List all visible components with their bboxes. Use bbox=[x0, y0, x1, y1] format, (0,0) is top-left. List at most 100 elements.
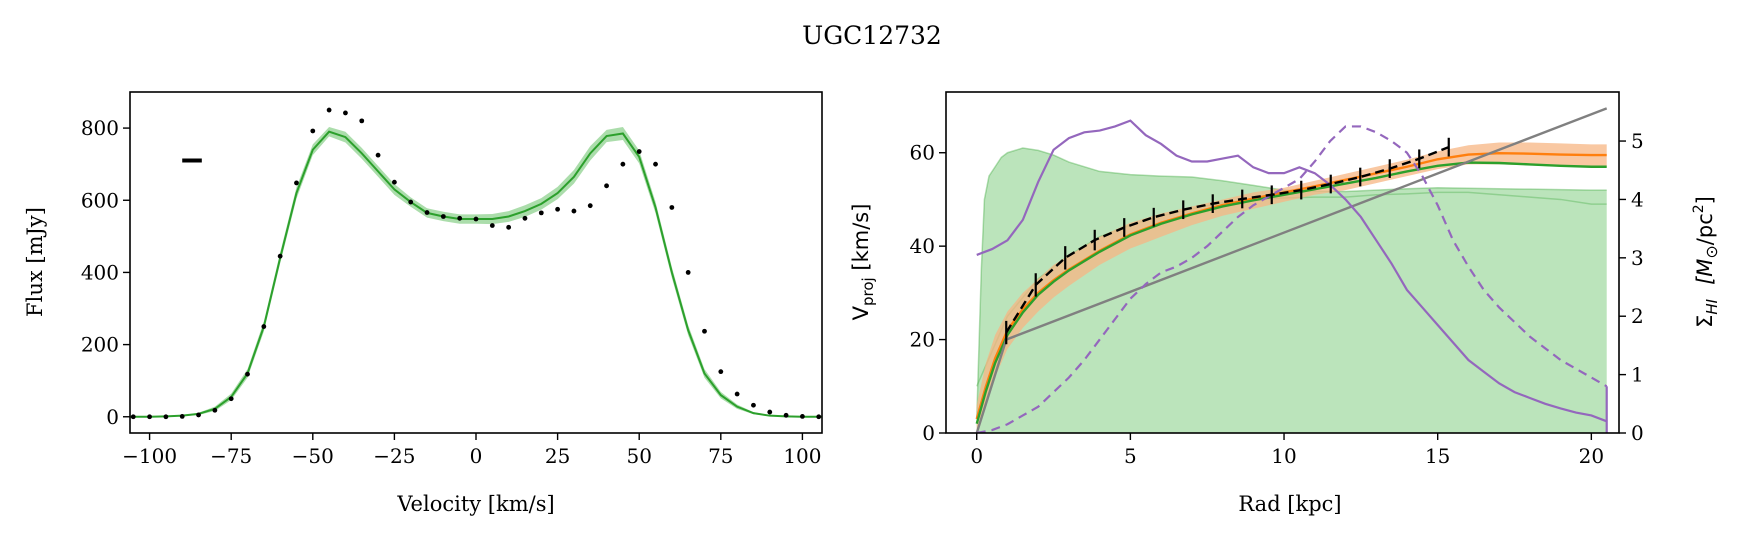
flux-point bbox=[375, 152, 381, 158]
green-model-line bbox=[975, 161, 1607, 424]
flux-point bbox=[522, 215, 528, 221]
rotation-curve-panel: 0 5 10 15 20 0 20 40 60 0 1 2 3 4 5 Rad [kpc] Vproj … bbox=[849, 91, 1721, 516]
flux-point bbox=[718, 369, 724, 375]
flux-point bbox=[734, 391, 740, 397]
y2label-unit-sup: 2 bbox=[1691, 204, 1707, 213]
green-fill-upper-edge bbox=[975, 147, 1607, 420]
rotation-y-axis-label: Vproj [km/s] bbox=[849, 204, 877, 321]
flux-point bbox=[587, 203, 593, 209]
flux-point bbox=[816, 414, 822, 420]
flux-point bbox=[489, 223, 495, 228]
x-tick-label: 100 bbox=[783, 444, 821, 468]
flux-point bbox=[620, 161, 626, 167]
y-tick-label: 20 bbox=[910, 328, 935, 352]
flux-point bbox=[130, 414, 136, 420]
y2-tick-label: 3 bbox=[1631, 246, 1644, 270]
flux-point bbox=[783, 412, 789, 418]
y-tick-label: 200 bbox=[81, 333, 119, 357]
y-tick-label: 600 bbox=[81, 188, 119, 212]
y2-tick-label: 0 bbox=[1631, 421, 1644, 445]
flux-point bbox=[294, 180, 299, 186]
y2label-unit-suffix: /pc bbox=[1693, 213, 1717, 245]
flux-point bbox=[245, 371, 250, 377]
flux-point bbox=[261, 324, 267, 329]
y2-tick-label: 1 bbox=[1631, 363, 1644, 387]
y2-tick-label: 5 bbox=[1631, 129, 1644, 153]
x-tick-label: 20 bbox=[1579, 444, 1604, 468]
flux-point bbox=[391, 179, 397, 185]
y2-tick-label: 4 bbox=[1631, 187, 1644, 211]
flux-point bbox=[163, 414, 169, 420]
spectrum-panel: −100 −75 −50 −25 0 25 50 75 100 0 200 400 600 800 Ve… bbox=[23, 91, 823, 516]
figure-title: UGC12732 bbox=[802, 21, 942, 50]
flux-point bbox=[359, 118, 365, 124]
flux-point bbox=[310, 128, 316, 134]
x-tick-label: −75 bbox=[210, 444, 252, 468]
sigma-solid-line bbox=[976, 119, 1608, 423]
flux-point bbox=[653, 161, 658, 167]
green-fill-area bbox=[976, 148, 1607, 433]
spectrum-y-ticks: 0 200 400 600 800 bbox=[81, 116, 130, 429]
y-tick-label: 40 bbox=[910, 234, 935, 258]
flux-point bbox=[228, 396, 234, 402]
surface-density-y-ticks: 0 1 2 3 4 5 bbox=[1619, 129, 1644, 445]
flux-point bbox=[685, 270, 691, 275]
model-flux-line-group bbox=[130, 130, 822, 418]
y-tick-label: 60 bbox=[910, 141, 935, 165]
sun-symbol: ⊙ bbox=[1702, 245, 1721, 258]
y2label-unit-close: ] bbox=[1693, 196, 1717, 204]
spectrum-x-axis-label: Velocity [km/s] bbox=[396, 492, 554, 516]
x-tick-label: 25 bbox=[545, 444, 570, 468]
rotation-data-group bbox=[1005, 137, 1450, 345]
x-tick-label: 5 bbox=[1124, 444, 1137, 468]
orange-model-group bbox=[975, 142, 1607, 433]
flux-point bbox=[702, 328, 707, 334]
flux-point bbox=[408, 199, 414, 205]
flux-point bbox=[506, 224, 512, 230]
flux-point bbox=[457, 215, 463, 221]
data-dashed-line bbox=[1005, 146, 1450, 334]
model-band-area bbox=[130, 127, 822, 417]
y2label-subscript: HI bbox=[1703, 298, 1721, 314]
flux-point bbox=[196, 412, 201, 418]
model-flux-line bbox=[130, 130, 822, 418]
y2label-unit-prefix: [M bbox=[1693, 259, 1717, 285]
flux-point bbox=[212, 407, 218, 413]
orange-model-line bbox=[975, 151, 1607, 420]
rotation-y-ticks: 0 20 40 60 bbox=[910, 141, 946, 445]
y-tick-label: 0 bbox=[922, 421, 935, 445]
flux-point bbox=[326, 107, 332, 113]
flux-point bbox=[751, 402, 756, 408]
rotation-x-axis-label: Rad [kpc] bbox=[1238, 492, 1341, 516]
flux-point bbox=[636, 149, 642, 154]
surface-density-axis-label: ΣHI [M⊙/pc2] bbox=[1691, 196, 1721, 328]
sigma-dashed-line bbox=[976, 125, 1608, 433]
flux-point bbox=[800, 414, 805, 419]
y2label-sigma: Σ bbox=[1693, 315, 1717, 328]
flux-point bbox=[767, 409, 773, 415]
spectrum-axes-frame bbox=[129, 91, 823, 434]
x-tick-label: 0 bbox=[470, 444, 483, 468]
ylabel-unit: [km/s] bbox=[849, 204, 873, 278]
flux-point bbox=[147, 414, 152, 420]
green-model-group bbox=[975, 161, 1607, 424]
y2-tick-label: 2 bbox=[1631, 304, 1644, 328]
y-tick-label: 800 bbox=[81, 116, 119, 140]
flux-point bbox=[571, 208, 577, 214]
x-tick-label: 15 bbox=[1425, 444, 1450, 468]
flux-point bbox=[538, 210, 544, 216]
x-tick-label: −100 bbox=[122, 444, 177, 468]
ylabel-subscript: proj bbox=[859, 277, 877, 306]
flux-point bbox=[343, 110, 348, 116]
spectrum-y-axis-label: Flux [mJy] bbox=[23, 207, 47, 317]
spectrum-x-ticks: −100 −75 −50 −25 0 25 50 75 100 bbox=[122, 433, 822, 468]
flux-point bbox=[277, 253, 283, 259]
x-tick-label: −25 bbox=[373, 444, 415, 468]
rotation-x-ticks: 0 5 10 15 20 bbox=[970, 433, 1604, 468]
flux-point bbox=[473, 216, 479, 222]
flux-point bbox=[555, 206, 561, 212]
flux-point bbox=[440, 214, 446, 219]
flux-point bbox=[179, 414, 185, 419]
surface-density-group bbox=[976, 119, 1608, 433]
